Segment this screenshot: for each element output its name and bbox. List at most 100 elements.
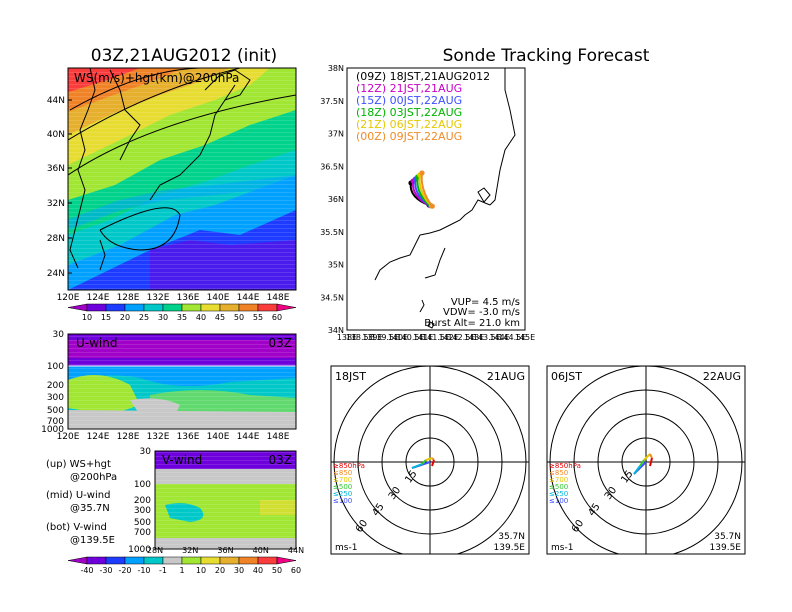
colorbar-label: -1 [159, 566, 167, 575]
colorbar-label: 55 [253, 313, 263, 322]
v-wind-label: V-wind [162, 453, 202, 467]
landing-point [429, 203, 435, 209]
colorbar-swatch [143, 303, 164, 312]
colorbar-swatch [219, 556, 240, 565]
hodograph-lat: 35.7N [498, 532, 525, 542]
lat-tick-label: 32N [47, 199, 65, 209]
hodograph-ring [597, 413, 695, 511]
hodograph-ring [549, 366, 743, 554]
lon-tick-label: 144E [237, 432, 260, 442]
hodograph-unit: ms-1 [551, 543, 573, 553]
hodograph-lat: 35.7N [714, 532, 741, 542]
lon-tick-label: 144E [237, 293, 260, 303]
launch-legend-item: (15Z) 00JST,22AUG [356, 94, 462, 107]
colorbar-swatch [200, 303, 221, 312]
burst-text: Burst Alt= 21.0 km [424, 318, 520, 329]
launch-legend-item: (09Z) 18JST,21AUG2012 [356, 70, 490, 83]
lon-tick-label: 145E [515, 333, 535, 342]
hodograph-unit: ms-1 [335, 543, 357, 553]
colorbar-label: 40 [253, 566, 263, 575]
colorbar-label: 30 [158, 313, 168, 322]
lon-tick-label: 142.5E [447, 333, 475, 342]
lon-tick-label: 144.5E [498, 333, 526, 342]
lon-tick-label: 136E [177, 432, 200, 442]
colorbar-swatch [124, 303, 145, 312]
hodograph-level-legend: ≤100 [549, 497, 568, 505]
note-line: (mid) U-wind [46, 490, 110, 501]
colorbar-label: 1 [179, 566, 184, 575]
lat-tick-label: 35N [328, 261, 344, 270]
colorbar-swatch [143, 556, 164, 565]
hodograph-trace [643, 453, 651, 461]
left-title: 03Z,21AUG2012 (init) [91, 46, 277, 66]
colorbar-label: 15 [101, 313, 111, 322]
hodograph-trace [649, 457, 653, 467]
hodograph-ring [405, 437, 455, 487]
colorbar-label: 10 [196, 566, 206, 575]
lon-tick-label: 120E [57, 293, 80, 303]
colorbar-swatch [162, 303, 183, 312]
hodograph-trace [649, 453, 653, 459]
hodograph-trace [633, 465, 641, 475]
colorbar-swatch [276, 556, 297, 565]
colorbar-swatch [86, 303, 107, 312]
hodograph-level-legend: ≤850 [549, 469, 568, 477]
lon-tick-label: 140E [207, 432, 230, 442]
lat-tick-label: 40N [47, 130, 65, 140]
lon-tick-label: 132E [147, 293, 170, 303]
map-lon-axis: 138E138.5E139E139.5E140E140.5E141E141.5E… [337, 333, 535, 342]
pressure-tick-label: 500 [47, 406, 64, 416]
colorbar-label: 10 [82, 313, 92, 322]
ws-map-label: WS(m/s)+hgt(km)@200hPa [74, 71, 239, 85]
lat-tick-label: 36N [328, 195, 344, 204]
hodograph-trace [425, 457, 433, 461]
lon-tick-label: 141E [413, 333, 433, 342]
lon-tick-label: 140E [388, 333, 408, 342]
lon-tick-label: 142E [439, 333, 459, 342]
pressure-tick-label: 500 [134, 518, 151, 528]
hodograph-ring [333, 366, 527, 554]
u-wind-time: 03Z [269, 336, 293, 350]
pressure-tick-label: 700 [134, 528, 151, 538]
hodograph-time: 18JST [335, 370, 366, 383]
hodograph-ring [381, 413, 479, 511]
pressure-tick-label: 30 [140, 447, 152, 457]
pressure-tick-label: 200 [134, 496, 151, 506]
colorbar-label: -30 [99, 566, 112, 575]
ws-map-panel: WS(m/s)+hgt(km)@200hPa 44N 40N 36N 32N 28N 24… [47, 67, 297, 303]
colorbar-label: 50 [234, 313, 244, 322]
lon-tick-label: 120E [57, 432, 80, 442]
lon-tick-label: 124E [87, 293, 110, 303]
hodograph-trace [411, 463, 423, 469]
lat-tick-label: 36.5N [320, 162, 344, 171]
lon-tick-label: 140E [207, 293, 230, 303]
lon-tick-label: 148E [267, 293, 290, 303]
hodograph-level-legend: ≤850 [333, 469, 352, 477]
colorbar-label: -10 [137, 566, 150, 575]
colorbar-swatch [181, 556, 202, 565]
u-wind-label: U-wind [76, 336, 117, 350]
sonde-track-map: 38N 37.5N 37N 36.5N 36N 35.5N 35N 34.5N 34N 138E… [320, 64, 535, 342]
lon-tick-label: 124E [87, 432, 110, 442]
colorbar-swatch [276, 303, 297, 312]
hodograph-level-legend: ≤250 [333, 490, 352, 498]
lon-tick-label: 136E [177, 293, 200, 303]
lat-tick-label: 24N [47, 269, 65, 279]
launch-point [419, 170, 425, 176]
ws-colorbar: 10 15 20 25 30 35 40 45 50 55 60 [67, 303, 297, 322]
pressure-tick-label: 100 [47, 362, 64, 372]
hodograph-level-legend: ≤250 [549, 490, 568, 498]
lat-tick-label: 44N [288, 546, 304, 555]
lat-tick-label: 28N [147, 546, 163, 555]
hodograph-date: 21AUG [487, 370, 525, 383]
lat-tick-label: 28N [47, 234, 65, 244]
colorbar-swatch [200, 556, 221, 565]
hodograph-level-legend: ≤500 [549, 483, 568, 491]
colorbar-swatch [219, 303, 240, 312]
colorbar-label: 60 [291, 566, 301, 575]
colorbar-swatch [124, 556, 145, 565]
note-line: @200hPa [70, 472, 117, 483]
colorbar-swatch [257, 303, 278, 312]
colorbar-label: 20 [120, 313, 130, 322]
